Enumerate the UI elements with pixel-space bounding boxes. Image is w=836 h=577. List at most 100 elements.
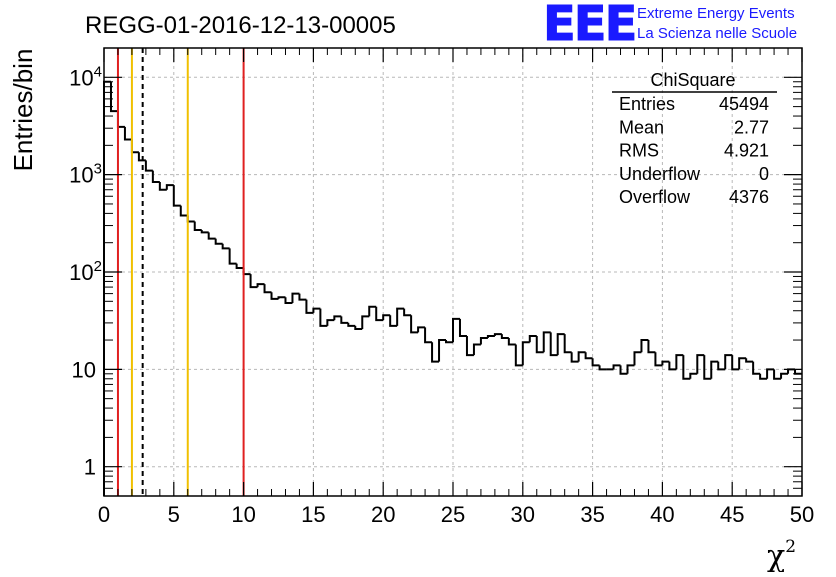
histogram-bin — [438, 339, 447, 362]
stats-row-value: 2.77 — [734, 117, 769, 137]
histogram-bin — [431, 342, 440, 363]
histogram-bin — [521, 341, 530, 366]
histogram-bin — [780, 372, 789, 379]
histogram-bin — [116, 111, 125, 128]
y-tick-label: 104 — [69, 63, 102, 90]
histogram-bin — [703, 355, 712, 380]
x-tick-label: 30 — [511, 502, 535, 527]
histogram-bin — [773, 369, 782, 380]
histogram-bin — [787, 368, 796, 374]
histogram-bin — [766, 368, 775, 379]
stats-row-value: 0 — [759, 164, 769, 184]
histogram-bin — [633, 351, 642, 366]
histogram-bin — [661, 360, 670, 366]
histogram-bin — [389, 315, 398, 327]
histogram-bin — [528, 335, 537, 343]
x-tick-label: 35 — [580, 502, 604, 527]
histogram-bin — [472, 343, 481, 356]
histogram-bin — [493, 333, 502, 337]
x-axis-label: χ2 — [767, 537, 796, 572]
x-tick-label: 10 — [231, 502, 255, 527]
histogram-bin — [165, 184, 174, 190]
histogram-bin — [424, 327, 433, 344]
histogram-bin — [312, 307, 321, 313]
x-tick-label: 20 — [371, 502, 395, 527]
histogram-bin — [305, 299, 314, 314]
histogram-bin — [228, 248, 237, 265]
histogram-bin — [263, 284, 272, 294]
histogram-bin — [542, 331, 551, 353]
histogram-bin — [256, 283, 265, 288]
histogram-bin — [514, 344, 523, 367]
histogram-bin — [752, 361, 761, 375]
y-tick-labels: 1 10 102 103 104 — [69, 63, 102, 479]
histogram-bin — [710, 360, 719, 379]
histogram-bin — [396, 307, 405, 326]
logo-mark: EEE — [543, 0, 635, 52]
y-tick-label: 103 — [69, 161, 102, 188]
histogram-bin — [584, 352, 593, 360]
histogram-bin — [319, 308, 328, 327]
histogram-bin — [675, 354, 684, 370]
eee-logo: EEE Extreme Energy Events La Scienza nel… — [543, 0, 798, 53]
histogram-bin — [242, 267, 251, 276]
histogram-bin — [759, 373, 768, 380]
histogram-bin — [207, 232, 216, 240]
histogram-bin — [724, 354, 733, 370]
histogram-bin — [109, 81, 118, 113]
histogram-bin — [563, 334, 572, 354]
histogram-bin — [130, 139, 139, 154]
histogram-bin — [235, 263, 244, 269]
histogram-bin — [612, 364, 621, 370]
x-tick-label: 40 — [650, 502, 674, 527]
logo-line-1: Extreme Energy Events — [637, 5, 795, 22]
histogram-bin — [535, 336, 544, 354]
x-tick-label: 25 — [441, 502, 465, 527]
x-tick-label: 45 — [720, 502, 744, 527]
x-tick-label: 5 — [168, 502, 180, 527]
axis-ticks — [103, 47, 803, 497]
histogram-bin — [682, 355, 691, 380]
chart-title: REGG-01-2016-12-13-00005 — [85, 12, 396, 39]
histogram-bin — [577, 351, 586, 362]
histogram-bin — [500, 334, 509, 339]
histogram-bin — [647, 340, 656, 354]
histogram-bin — [249, 274, 258, 289]
stats-row-label: RMS — [619, 141, 659, 161]
histogram-bin — [354, 325, 363, 330]
stats-row-label: Overflow — [619, 187, 691, 207]
x-axis-label-symbol: χ — [767, 539, 785, 572]
histogram-bin — [193, 221, 202, 232]
histogram-bin — [556, 333, 565, 356]
y-tick-label: 102 — [69, 258, 102, 285]
x-tick-label: 50 — [790, 502, 814, 527]
histogram-bin — [479, 336, 488, 345]
histogram-bin — [368, 305, 377, 317]
histogram-bin — [738, 357, 747, 370]
histogram-bin — [179, 205, 188, 217]
histogram-bin — [445, 340, 453, 344]
stats-row-value: 45494 — [719, 94, 769, 114]
stats-box: ChiSquare Entries 45494 Mean 2.77 RMS 4.921 Un… — [612, 70, 777, 207]
histogram-bin — [172, 185, 181, 207]
histogram-bin — [284, 297, 293, 305]
histogram-bin — [186, 215, 195, 223]
histogram-bin — [689, 372, 698, 379]
histogram-bin — [549, 332, 558, 357]
histogram-bin — [640, 339, 649, 353]
x-axis-label-exponent: 2 — [785, 537, 796, 557]
histogram-bin — [221, 243, 230, 250]
grid-lines — [104, 48, 802, 496]
histogram-bin — [361, 315, 370, 329]
histogram-bin — [103, 80, 111, 496]
histogram-bin — [626, 364, 635, 374]
stats-title: ChiSquare — [650, 70, 735, 90]
histogram-bin — [717, 361, 726, 371]
histogram-bin — [333, 315, 342, 321]
histogram-bin — [668, 361, 677, 371]
histogram-bin — [123, 126, 132, 141]
histogram-bin — [144, 160, 153, 172]
histogram-bin — [382, 314, 391, 321]
histogram-bin — [347, 322, 356, 327]
